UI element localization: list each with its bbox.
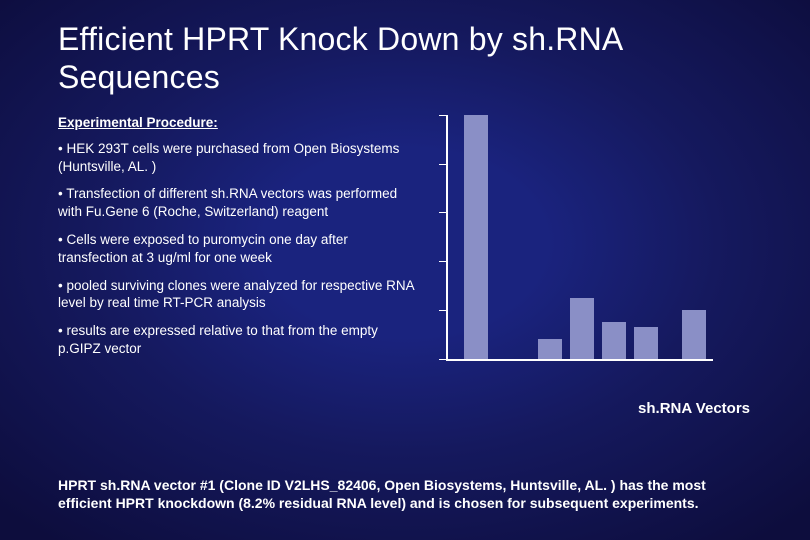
bar-chart — [436, 115, 716, 367]
chart-bar — [602, 322, 626, 359]
chart-bar — [634, 327, 658, 359]
procedure-bullet: • pooled surviving clones were analyzed … — [58, 277, 418, 313]
footer-conclusion: HPRT sh.RNA vector #1 (Clone ID V2LHS_82… — [58, 476, 752, 512]
chart-bars — [446, 115, 711, 359]
procedure-bullet: • HEK 293T cells were purchased from Ope… — [58, 140, 418, 176]
chart-bar — [464, 115, 488, 359]
procedure-bullet: • results are expressed relative to that… — [58, 322, 418, 358]
slide: Efficient HPRT Knock Down by sh.RNA Sequ… — [0, 0, 810, 540]
procedure-bullet: • Transfection of different sh.RNA vecto… — [58, 185, 418, 221]
chart-ytick — [439, 359, 446, 360]
page-title: Efficient HPRT Knock Down by sh.RNA Sequ… — [58, 20, 752, 97]
procedure-heading: Experimental Procedure: — [58, 115, 418, 130]
chart-ytick — [439, 212, 446, 213]
chart-ytick — [439, 310, 446, 311]
chart-column — [436, 115, 752, 368]
procedure-bullet: • Cells were exposed to puromycin one da… — [58, 231, 418, 267]
chart-ytick — [439, 261, 446, 262]
content-columns: Experimental Procedure: • HEK 293T cells… — [58, 115, 752, 368]
procedure-column: Experimental Procedure: • HEK 293T cells… — [58, 115, 418, 368]
chart-bar — [538, 339, 562, 359]
chart-bar — [570, 298, 594, 359]
chart-caption: sh.RNA Vectors — [638, 400, 750, 417]
chart-bar — [682, 310, 706, 359]
chart-ytick — [439, 164, 446, 165]
chart-ytick — [439, 115, 446, 116]
